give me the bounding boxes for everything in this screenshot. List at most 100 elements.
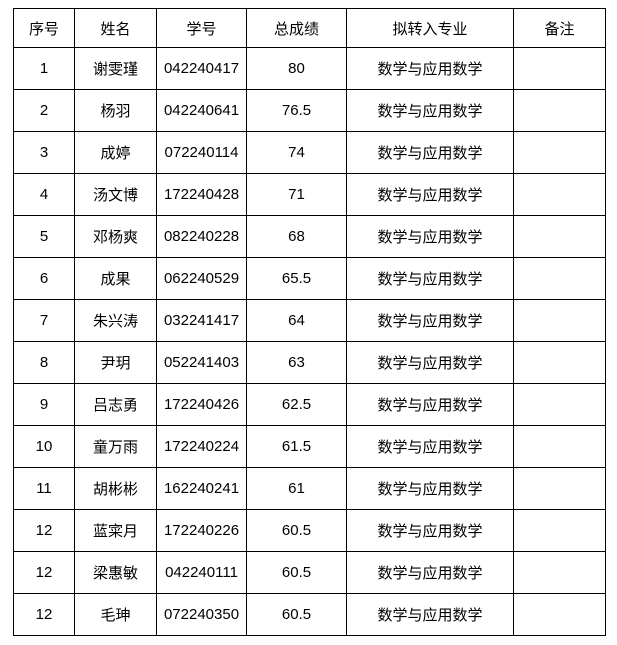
rank-cell: 3 <box>13 131 75 174</box>
rank-cell: 5 <box>13 215 75 258</box>
score-cell: 63 <box>246 341 347 384</box>
table-row: 3 成婷 072240114 74 数学与应用数学 <box>13 131 606 174</box>
name-cell: 梁惠敏 <box>74 551 157 594</box>
score-cell: 61.5 <box>246 425 347 468</box>
student-id-cell: 042240641 <box>156 89 247 132</box>
rank-cell: 9 <box>13 383 75 426</box>
table-row: 12 毛珅 072240350 60.5 数学与应用数学 <box>13 593 606 636</box>
name-cell: 谢雯瑾 <box>74 47 157 90</box>
student-id-cell: 172240226 <box>156 509 247 552</box>
student-id-cell: 172240428 <box>156 173 247 216</box>
student-id-cell: 172240426 <box>156 383 247 426</box>
score-cell: 76.5 <box>246 89 347 132</box>
rank-cell: 6 <box>13 257 75 300</box>
table-row: 2 杨羽 042240641 76.5 数学与应用数学 <box>13 89 606 132</box>
column-header-rank: 序号 <box>13 8 75 48</box>
table-row: 11 胡彬彬 162240241 61 数学与应用数学 <box>13 467 606 510</box>
name-cell: 毛珅 <box>74 593 157 636</box>
major-cell: 数学与应用数学 <box>346 47 514 90</box>
name-cell: 汤文博 <box>74 173 157 216</box>
name-cell: 童万雨 <box>74 425 157 468</box>
remark-cell <box>513 593 606 636</box>
column-header-score: 总成绩 <box>246 8 347 48</box>
remark-cell <box>513 215 606 258</box>
student-id-cell: 032241417 <box>156 299 247 342</box>
score-cell: 68 <box>246 215 347 258</box>
column-header-major: 拟转入专业 <box>346 8 514 48</box>
student-id-cell: 072240350 <box>156 593 247 636</box>
rank-cell: 12 <box>13 593 75 636</box>
rank-cell: 8 <box>13 341 75 384</box>
name-cell: 朱兴涛 <box>74 299 157 342</box>
remark-cell <box>513 299 606 342</box>
name-cell: 邓杨爽 <box>74 215 157 258</box>
student-id-cell: 082240228 <box>156 215 247 258</box>
score-cell: 60.5 <box>246 551 347 594</box>
major-cell: 数学与应用数学 <box>346 299 514 342</box>
column-header-remark: 备注 <box>513 8 606 48</box>
score-cell: 62.5 <box>246 383 347 426</box>
table-row: 9 吕志勇 172240426 62.5 数学与应用数学 <box>13 383 606 426</box>
rank-cell: 1 <box>13 47 75 90</box>
name-cell: 成婷 <box>74 131 157 174</box>
table-row: 7 朱兴涛 032241417 64 数学与应用数学 <box>13 299 606 342</box>
major-cell: 数学与应用数学 <box>346 425 514 468</box>
remark-cell <box>513 47 606 90</box>
remark-cell <box>513 383 606 426</box>
column-header-student-id: 学号 <box>156 8 247 48</box>
table-row: 1 谢雯瑾 042240417 80 数学与应用数学 <box>13 47 606 90</box>
table-row: 5 邓杨爽 082240228 68 数学与应用数学 <box>13 215 606 258</box>
remark-cell <box>513 89 606 132</box>
score-cell: 74 <box>246 131 347 174</box>
major-cell: 数学与应用数学 <box>346 593 514 636</box>
remark-cell <box>513 173 606 216</box>
student-id-cell: 042240417 <box>156 47 247 90</box>
major-cell: 数学与应用数学 <box>346 467 514 510</box>
rank-cell: 11 <box>13 467 75 510</box>
major-cell: 数学与应用数学 <box>346 551 514 594</box>
score-cell: 80 <box>246 47 347 90</box>
score-table: 序号 姓名 学号 总成绩 拟转入专业 备注 1 谢雯瑾 042240417 80… <box>13 8 606 636</box>
score-cell: 71 <box>246 173 347 216</box>
major-cell: 数学与应用数学 <box>346 173 514 216</box>
remark-cell <box>513 467 606 510</box>
column-header-name: 姓名 <box>74 8 157 48</box>
score-cell: 60.5 <box>246 509 347 552</box>
name-cell: 尹玥 <box>74 341 157 384</box>
name-cell: 吕志勇 <box>74 383 157 426</box>
table-row: 8 尹玥 052241403 63 数学与应用数学 <box>13 341 606 384</box>
rank-cell: 12 <box>13 509 75 552</box>
major-cell: 数学与应用数学 <box>346 215 514 258</box>
name-cell: 胡彬彬 <box>74 467 157 510</box>
table-row: 4 汤文博 172240428 71 数学与应用数学 <box>13 173 606 216</box>
rank-cell: 2 <box>13 89 75 132</box>
remark-cell <box>513 509 606 552</box>
score-cell: 61 <box>246 467 347 510</box>
table-row: 12 梁惠敏 042240111 60.5 数学与应用数学 <box>13 551 606 594</box>
student-id-cell: 072240114 <box>156 131 247 174</box>
remark-cell <box>513 551 606 594</box>
rank-cell: 10 <box>13 425 75 468</box>
score-table-container: 序号 姓名 学号 总成绩 拟转入专业 备注 1 谢雯瑾 042240417 80… <box>13 8 606 636</box>
student-id-cell: 172240224 <box>156 425 247 468</box>
remark-cell <box>513 257 606 300</box>
rank-cell: 12 <box>13 551 75 594</box>
rank-cell: 7 <box>13 299 75 342</box>
student-id-cell: 052241403 <box>156 341 247 384</box>
score-cell: 60.5 <box>246 593 347 636</box>
student-id-cell: 062240529 <box>156 257 247 300</box>
name-cell: 杨羽 <box>74 89 157 132</box>
rank-cell: 4 <box>13 173 75 216</box>
name-cell: 成果 <box>74 257 157 300</box>
major-cell: 数学与应用数学 <box>346 257 514 300</box>
score-cell: 65.5 <box>246 257 347 300</box>
student-id-cell: 042240111 <box>156 551 247 594</box>
table-row: 10 童万雨 172240224 61.5 数学与应用数学 <box>13 425 606 468</box>
score-cell: 64 <box>246 299 347 342</box>
major-cell: 数学与应用数学 <box>346 131 514 174</box>
remark-cell <box>513 341 606 384</box>
name-cell: 蓝寀月 <box>74 509 157 552</box>
major-cell: 数学与应用数学 <box>346 509 514 552</box>
major-cell: 数学与应用数学 <box>346 89 514 132</box>
table-body: 1 谢雯瑾 042240417 80 数学与应用数学 2 杨羽 04224064… <box>13 47 606 636</box>
